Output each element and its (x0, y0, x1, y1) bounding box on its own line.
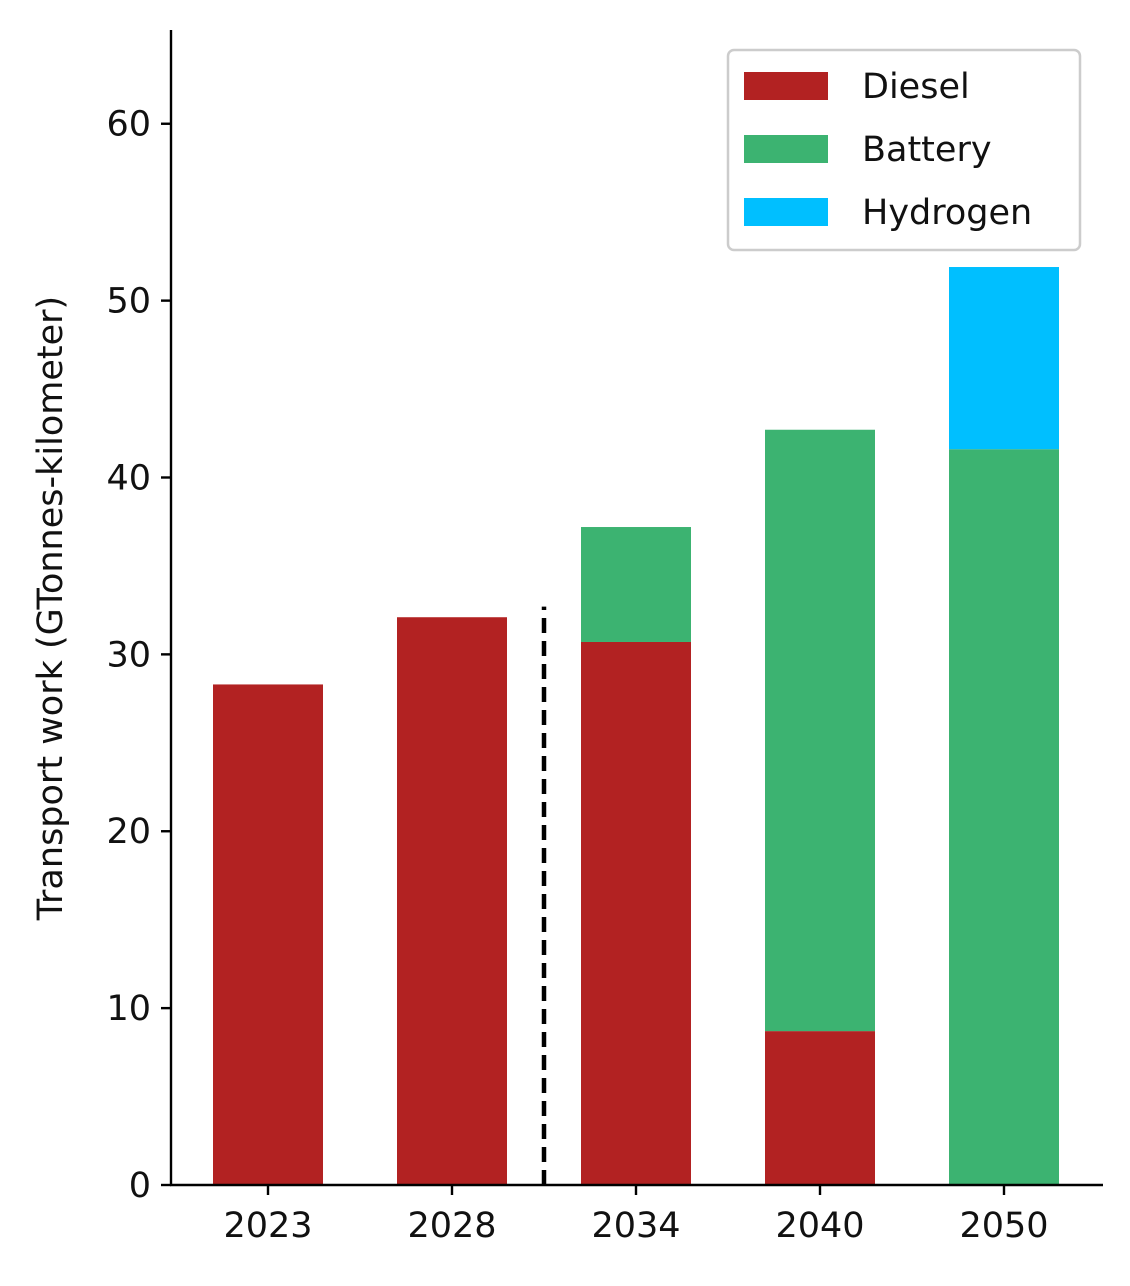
x-tick-label-2023: 2023 (223, 1206, 312, 1246)
legend-swatch-hydrogen (744, 198, 828, 226)
bar-diesel-2023 (213, 684, 323, 1185)
x-tick-label-2040: 2040 (775, 1206, 864, 1246)
x-tick-label-2050: 2050 (959, 1206, 1048, 1246)
x-tick-label-2034: 2034 (591, 1206, 680, 1246)
y-tick-label: 0 (129, 1166, 151, 1206)
bar-battery-2040 (765, 429, 875, 1032)
legend: Diesel Battery Hydrogen (726, 48, 1082, 252)
legend-entries: Diesel Battery Hydrogen (744, 67, 1032, 233)
bar-battery-2034 (581, 527, 691, 642)
y-ticks: 0 10 20 30 40 50 60 (106, 105, 171, 1206)
y-axis-label: Transport work (GTonnes-kilometer) (31, 296, 71, 921)
x-ticks: 2023 2028 2034 2040 2050 (223, 1185, 1049, 1246)
bar-diesel-2040 (765, 1031, 875, 1185)
y-tick-label: 30 (106, 635, 151, 675)
y-tick-label: 50 (106, 282, 151, 322)
legend-label-battery: Battery (862, 130, 992, 170)
bar-hydrogen-2050 (949, 267, 1059, 450)
y-tick-label: 20 (106, 812, 151, 852)
bar-battery-2050 (949, 449, 1059, 1185)
bar-diesel-2028 (397, 617, 507, 1185)
bar-diesel-2034 (581, 641, 691, 1185)
y-tick-label: 60 (106, 105, 151, 145)
x-tick-label-2028: 2028 (407, 1206, 496, 1246)
y-tick-label: 40 (106, 458, 151, 498)
legend-label-diesel: Diesel (862, 67, 970, 107)
legend-label-hydrogen: Hydrogen (862, 193, 1032, 233)
y-tick-label: 10 (106, 989, 151, 1029)
legend-swatch-diesel (744, 72, 828, 100)
legend-swatch-battery (744, 135, 828, 163)
bar-group (213, 267, 1059, 1185)
